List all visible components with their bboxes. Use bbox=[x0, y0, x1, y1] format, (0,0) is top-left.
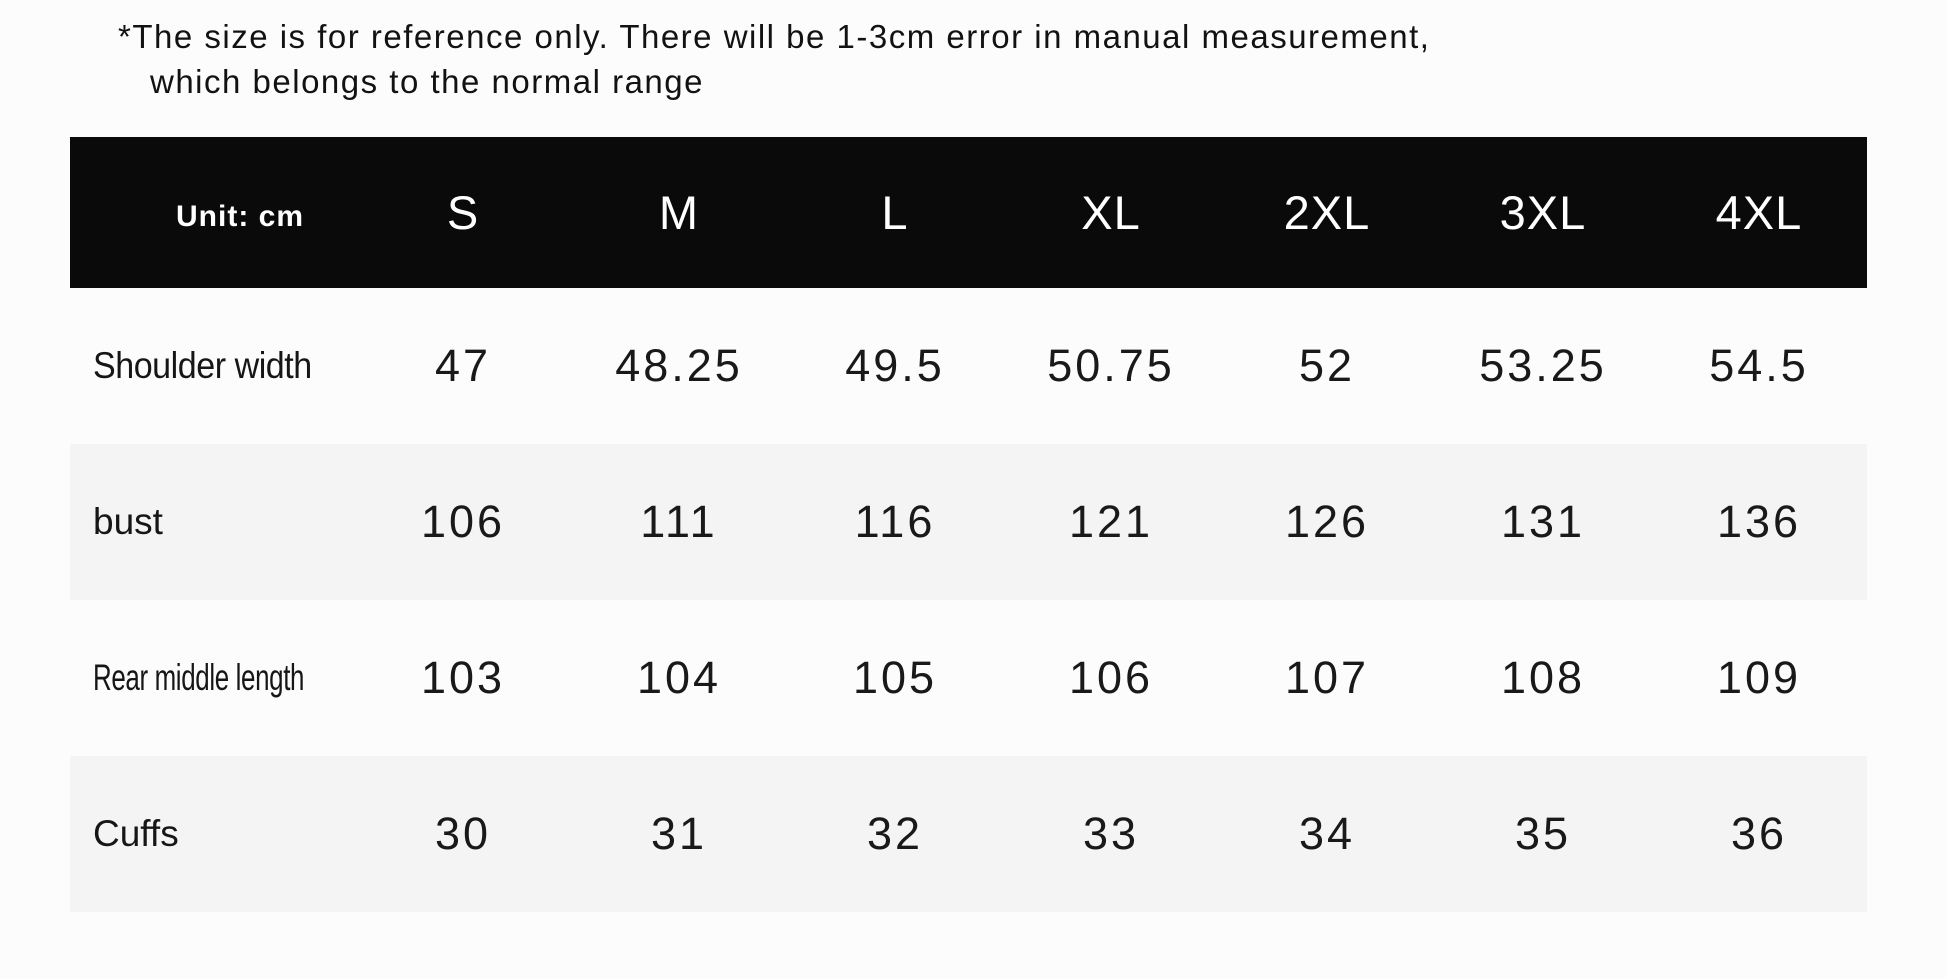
unit-label: Unit: cm bbox=[176, 199, 304, 233]
size-header-l: L bbox=[881, 186, 909, 239]
cell-value: 54.5 bbox=[1709, 340, 1809, 391]
size-header-s: S bbox=[446, 186, 480, 239]
row-label: bust bbox=[70, 444, 355, 600]
row-label: Cuffs bbox=[70, 756, 355, 912]
cell-value: 52 bbox=[1298, 340, 1356, 391]
cell-value: 106 bbox=[1068, 652, 1154, 703]
row-label-text: Rear middle length bbox=[93, 657, 305, 698]
table-row-shoulder-width: Shoulder width 47 48.25 49.5 50.75 52 53… bbox=[70, 288, 1867, 444]
cell-value: 108 bbox=[1500, 652, 1586, 703]
cell-value: 116 bbox=[854, 496, 936, 547]
cell-value: 31 bbox=[650, 808, 708, 859]
table-row-cuffs: Cuffs 30 31 32 33 34 35 36 bbox=[70, 756, 1867, 912]
size-header-2xl: 2XL bbox=[1283, 186, 1371, 239]
cell-value: 121 bbox=[1068, 496, 1154, 547]
disclaimer-line-2: which belongs to the normal range bbox=[150, 63, 704, 100]
cell-value: 103 bbox=[420, 652, 506, 703]
cell-value: 48.25 bbox=[615, 340, 743, 391]
size-table: Unit: cm S M L XL 2XL 3XL 4XL Shoulder w… bbox=[70, 137, 1867, 912]
cell-value: 49.5 bbox=[845, 340, 945, 391]
cell-value: 111 bbox=[640, 496, 718, 547]
cell-value: 50.75 bbox=[1047, 340, 1175, 391]
cell-value: 33 bbox=[1082, 808, 1140, 859]
cell-value: 53.25 bbox=[1479, 340, 1607, 391]
cell-value: 47 bbox=[434, 340, 492, 391]
disclaimer-line-1: *The size is for reference only. There w… bbox=[118, 18, 1431, 55]
cell-value: 106 bbox=[420, 496, 506, 547]
cell-value: 109 bbox=[1716, 652, 1802, 703]
cell-value: 36 bbox=[1730, 808, 1788, 859]
cell-value: 136 bbox=[1716, 496, 1802, 547]
row-label-text: Cuffs bbox=[93, 813, 179, 854]
row-label: Shoulder width bbox=[70, 288, 355, 444]
row-label-text: bust bbox=[93, 501, 163, 542]
cell-value: 30 bbox=[434, 808, 492, 859]
size-header-4xl: 4XL bbox=[1715, 186, 1803, 239]
size-disclaimer: *The size is for reference only. There w… bbox=[118, 14, 1430, 104]
size-header-m: M bbox=[658, 186, 700, 239]
table-row-rear-middle-length: Rear middle length 103 104 105 106 107 1… bbox=[70, 600, 1867, 756]
row-label: Rear middle length bbox=[70, 600, 355, 756]
cell-value: 107 bbox=[1284, 652, 1370, 703]
size-header-xl: XL bbox=[1081, 186, 1141, 239]
cell-value: 104 bbox=[636, 652, 722, 703]
cell-value: 35 bbox=[1514, 808, 1572, 859]
cell-value: 131 bbox=[1500, 496, 1586, 547]
table-row-bust: bust 106 111 116 121 126 131 136 bbox=[70, 444, 1867, 600]
cell-value: 34 bbox=[1298, 808, 1356, 859]
cell-value: 32 bbox=[866, 808, 924, 859]
cell-value: 126 bbox=[1284, 496, 1370, 547]
cell-value: 105 bbox=[852, 652, 938, 703]
row-label-text: Shoulder width bbox=[93, 345, 312, 386]
size-header-3xl: 3XL bbox=[1499, 186, 1587, 239]
size-table-header-row: Unit: cm S M L XL 2XL 3XL 4XL bbox=[70, 137, 1867, 288]
